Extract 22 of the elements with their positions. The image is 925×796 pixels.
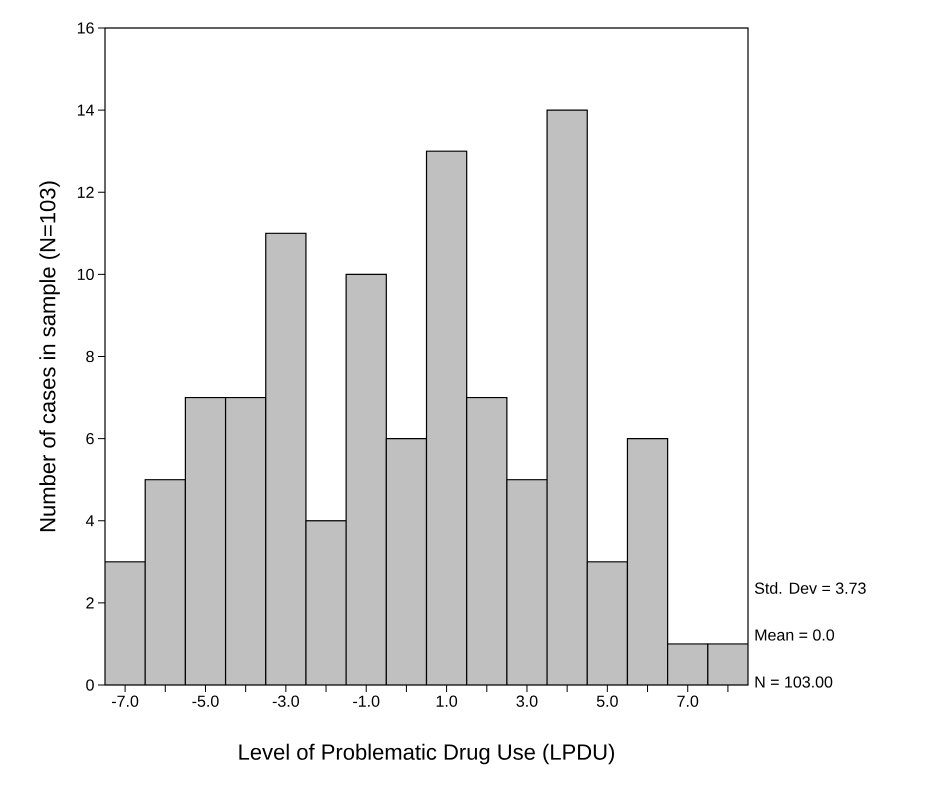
x-tick-label: -1.0 <box>353 696 380 707</box>
y-tick-label: 2 <box>86 597 94 608</box>
text: Std. Dev = 3.73 <box>754 582 866 594</box>
y-tick-label: 6 <box>86 432 94 444</box>
x-tick-label: 7.0 <box>677 696 698 707</box>
text: N = 103.00 <box>756 676 832 688</box>
x-tick-label: 5.0 <box>596 696 618 707</box>
y-axis-title: Number of cases in sample (N=103) <box>39 182 60 532</box>
y-tick-label: 16 <box>78 22 94 34</box>
x-tick-label: 3.0 <box>516 696 538 707</box>
y-tick-label: 12 <box>78 186 94 198</box>
y-tick-label: 4 <box>86 515 94 526</box>
text: Mean = 0.0 <box>756 629 834 641</box>
x-tick-label: 1.0 <box>436 696 458 707</box>
x-tick-label: -3.0 <box>272 696 299 707</box>
y-tick-label: 0 <box>86 679 94 691</box>
y-tick-label: 14 <box>78 104 94 116</box>
y-tick-label: 8 <box>86 350 94 362</box>
x-tick-label: -7.0 <box>112 696 138 707</box>
x-axis-title: Level of Problematic Drug Use (LPDU) <box>239 744 614 764</box>
x-tick-label: -5.0 <box>192 696 219 707</box>
y-tick-label: 10 <box>78 268 94 280</box>
